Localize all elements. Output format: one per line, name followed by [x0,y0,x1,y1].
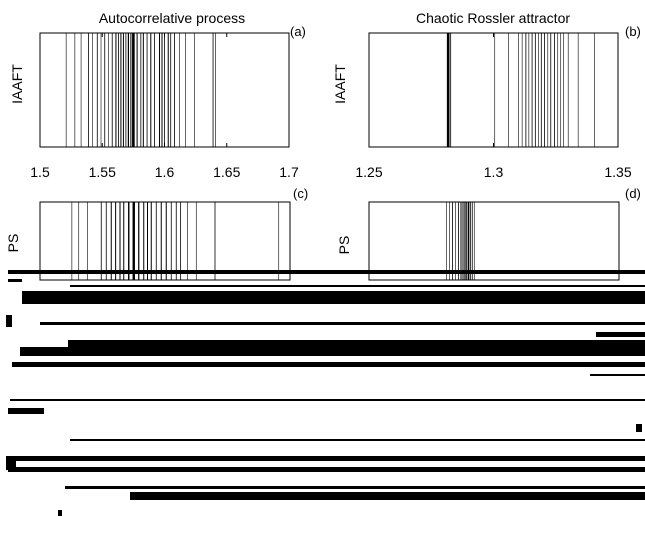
panel-c-axes-frame [39,201,291,281]
panel-b: Chaotic Rossler attractor (b) IAAFT 1.25… [332,10,641,180]
panel-a-lines [65,33,216,147]
artifact-bar [590,374,645,376]
artifact-bar [58,510,62,516]
panel-d-ylabel: PS [336,236,352,255]
artifact-bar [6,456,16,470]
artifact-bar [65,486,645,489]
artifact-bar [8,408,44,414]
scan-artifact-band [6,270,645,516]
artifact-bar [8,456,645,461]
panel-b-tick-label: 1.35 [604,164,631,180]
panel-c-ylabel: PS [5,234,21,253]
artifact-bar [68,340,645,356]
panel-c: (c) PS [5,186,308,281]
panel-d: (d) PS [336,186,641,281]
artifact-bar [10,399,645,401]
artifact-bar [6,315,12,327]
panel-b-title: Chaotic Rossler attractor [416,10,570,26]
artifact-bar [70,285,645,287]
panel-b-lines [446,33,595,147]
panel-a-title: Autocorrelative process [99,10,245,26]
panel-a-tick-label: 1.65 [213,164,240,180]
panel-c-lines [71,202,280,280]
panel-a-tick-label: 1.7 [279,164,299,180]
panel-c-label: (c) [293,186,308,201]
artifact-bar [8,279,22,282]
artifact-bar [636,424,642,432]
panel-a-tick-label: 1.55 [89,164,116,180]
panel-d-label: (d) [625,186,641,201]
panel-a-label: (a) [290,24,306,39]
panel-b-ylabel: IAAFT [332,64,348,104]
artifact-bar [70,439,645,441]
artifact-bar [8,270,645,274]
panel-d-lines [446,202,475,280]
panel-b-tick-label: 1.3 [484,164,504,180]
artifact-bar [22,291,645,304]
artifact-bar [8,467,645,472]
artifact-bar [12,362,645,367]
panel-a-tick-label: 1.5 [30,164,50,180]
artifact-bar [40,322,645,325]
panel-b-tick-label: 1.25 [355,164,382,180]
panel-b-ticks: 1.25 1.3 1.35 [355,33,632,180]
artifact-bar [20,347,70,356]
panel-b-axes-frame [368,32,619,148]
artifact-bar [596,332,645,337]
panel-a-tick-label: 1.6 [155,164,175,180]
panel-d-axes-frame [368,201,620,281]
panel-a-ticks: 1.5 1.55 1.6 1.65 1.7 [30,33,299,180]
artifact-bar [130,492,645,500]
panel-a: Autocorrelative process (a) IAAFT 1.5 1.5… [9,10,306,180]
panel-b-label: (b) [625,24,641,39]
panel-a-ylabel: IAAFT [9,64,25,104]
